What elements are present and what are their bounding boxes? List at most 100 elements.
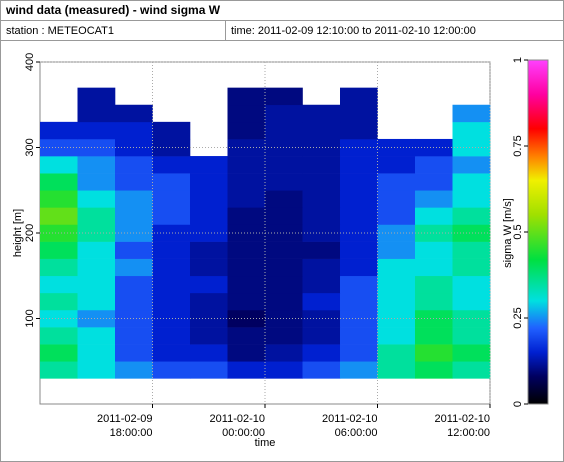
heat-cell xyxy=(452,309,491,328)
colorbar-tick-label: 0.25 xyxy=(512,307,524,328)
heat-cell xyxy=(190,344,228,362)
heat-cell xyxy=(452,173,491,191)
heat-cell xyxy=(377,344,416,362)
heat-cell xyxy=(40,275,78,294)
heat-cell xyxy=(302,138,341,157)
heat-cell xyxy=(265,258,303,277)
heat-cell xyxy=(115,292,153,311)
time-range: time: 2011-02-09 12:10:00 to 2011-02-10 … xyxy=(231,25,476,37)
heat-cell xyxy=(152,207,191,225)
heat-cell xyxy=(302,241,341,259)
heat-cell xyxy=(340,207,378,225)
title: wind data (measured) - wind sigma W xyxy=(5,3,221,17)
heat-cell xyxy=(77,224,116,242)
heat-cell xyxy=(452,104,491,123)
heat-cell xyxy=(190,327,228,345)
x-tick-label: 2011-02-10 12:00:00 xyxy=(435,413,490,439)
heat-cell xyxy=(302,361,341,379)
heat-cell xyxy=(152,190,191,208)
colorbar-tick-label: 1 xyxy=(512,57,524,63)
heat-cell xyxy=(377,309,416,328)
heat-cell xyxy=(265,292,303,311)
x-axis-label: time xyxy=(255,437,276,449)
heat-cell xyxy=(377,173,416,191)
heat-cell xyxy=(77,104,116,123)
heat-cell xyxy=(265,87,303,106)
heat-cell xyxy=(415,156,453,174)
heat-cell xyxy=(227,156,266,174)
heat-cell xyxy=(452,190,491,208)
heat-cell xyxy=(340,344,378,362)
heat-cell xyxy=(227,309,266,328)
y-tick-label: 200 xyxy=(24,224,36,242)
heat-cell xyxy=(40,173,78,191)
heat-cell xyxy=(302,173,341,191)
heat-cell xyxy=(40,361,78,379)
heat-cell xyxy=(265,207,303,225)
heat-cell xyxy=(77,207,116,225)
heat-cell xyxy=(340,173,378,191)
heat-cell xyxy=(452,138,491,157)
heat-cell xyxy=(452,241,491,259)
heat-cell xyxy=(152,138,191,157)
heat-cell xyxy=(415,292,453,311)
x-tick-label: 2011-02-10 00:00:00 xyxy=(210,413,265,439)
y-tick-label: 300 xyxy=(24,138,36,156)
heat-cell xyxy=(190,156,228,174)
heat-cell xyxy=(302,292,341,311)
heat-cell xyxy=(265,361,303,379)
heat-cell xyxy=(227,87,266,106)
heat-cell xyxy=(302,121,341,140)
heat-cell xyxy=(77,138,116,157)
heat-cell xyxy=(77,87,116,106)
heat-cell xyxy=(340,275,378,294)
heat-cell xyxy=(265,327,303,345)
heat-cell xyxy=(77,173,116,191)
heat-cell xyxy=(77,361,116,379)
heat-cell xyxy=(227,361,266,379)
heat-cell xyxy=(77,121,116,140)
heat-cell xyxy=(40,258,78,277)
colorbar xyxy=(527,59,549,405)
heat-cell xyxy=(340,241,378,259)
heat-cell xyxy=(115,121,153,140)
heat-cell xyxy=(115,104,153,123)
heat-cell xyxy=(302,309,341,328)
heat-cell xyxy=(265,156,303,174)
heat-cell xyxy=(340,190,378,208)
heat-cell xyxy=(227,292,266,311)
heat-cell xyxy=(377,275,416,294)
colorbar-label: sigma W [m/s] xyxy=(502,198,514,268)
heat-cell xyxy=(77,156,116,174)
heat-cell xyxy=(377,207,416,225)
heat-cell xyxy=(152,309,191,328)
heat-cell xyxy=(40,344,78,362)
heat-cell xyxy=(377,361,416,379)
heat-cell xyxy=(302,275,341,294)
heat-cell xyxy=(377,224,416,242)
heat-cell xyxy=(377,258,416,277)
heat-cell xyxy=(227,241,266,259)
heat-cell xyxy=(152,156,191,174)
heat-cell xyxy=(115,275,153,294)
heat-cell xyxy=(190,190,228,208)
heat-cell xyxy=(302,224,341,242)
heat-cell xyxy=(77,275,116,294)
heat-cell xyxy=(377,292,416,311)
heat-cell xyxy=(190,207,228,225)
heat-cell xyxy=(340,121,378,140)
heat-cell xyxy=(452,224,491,242)
heat-cell xyxy=(190,292,228,311)
heat-cell xyxy=(265,344,303,362)
heat-cell xyxy=(340,104,378,123)
heat-cell xyxy=(302,156,341,174)
heat-cell xyxy=(415,241,453,259)
heat-cell xyxy=(265,241,303,259)
heat-cell xyxy=(302,190,341,208)
heat-cell xyxy=(452,207,491,225)
heat-cell xyxy=(415,327,453,345)
heat-cell xyxy=(452,258,491,277)
heat-cell xyxy=(40,327,78,345)
heat-cell xyxy=(227,207,266,225)
heat-cell xyxy=(377,190,416,208)
